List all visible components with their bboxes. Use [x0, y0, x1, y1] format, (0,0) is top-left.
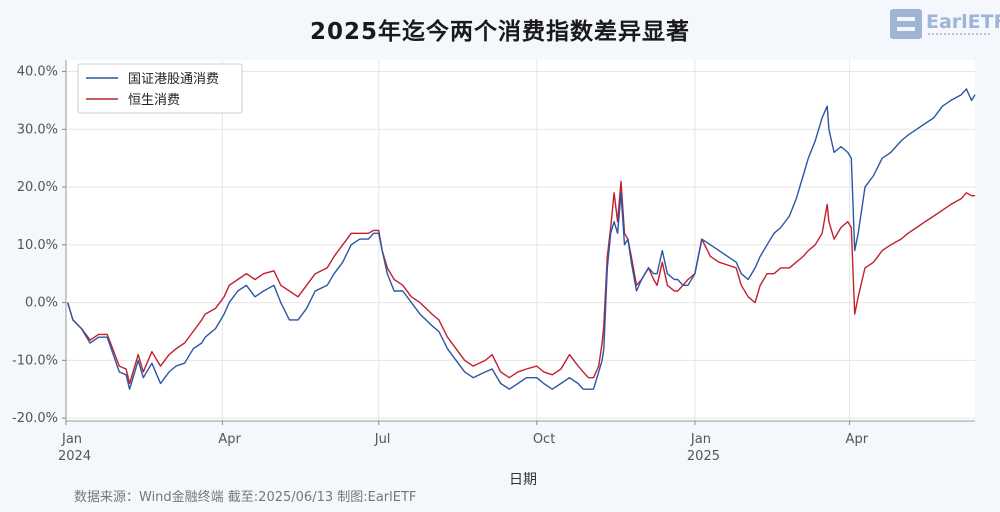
- series-lines: [67, 88, 976, 390]
- legend-label-0: 国证港股通消费: [128, 72, 219, 87]
- y-axis-ticks: -20.0% -10.0% 0.0% 10.0% 20.0% 30.0% 40.0%: [12, 65, 66, 426]
- grid-lines: [65, 60, 975, 422]
- y-tick-label: -20.0%: [12, 411, 58, 426]
- plot-area: [66, 60, 975, 421]
- x-tick-label: Jan: [690, 432, 711, 447]
- chart-title: 2025年迄今两个消费指数差异显著: [309, 19, 690, 45]
- x-axis-label: 日期: [509, 472, 537, 488]
- series-line-1: [67, 180, 975, 385]
- x-tick-label: Jan: [61, 432, 82, 447]
- y-tick-label: 30.0%: [17, 122, 58, 137]
- logo-subtitle-decoration: [928, 33, 990, 39]
- y-tick-label: 40.0%: [17, 65, 58, 80]
- x-tick-label: Apr: [218, 432, 241, 447]
- x-tick-label: Apr: [846, 432, 869, 447]
- x-tick-year-label: 2024: [58, 449, 91, 464]
- legend: 国证港股通消费 恒生消费: [77, 63, 243, 114]
- series-line-0: [67, 88, 976, 390]
- legend-box: [77, 63, 243, 114]
- logo-text: EarlETF: [926, 11, 1000, 33]
- x-tick-label: Oct: [533, 432, 555, 447]
- legend-label-1: 恒生消费: [128, 93, 180, 108]
- y-tick-label: 0.0%: [25, 296, 58, 311]
- y-tick-label: -10.0%: [12, 353, 58, 368]
- x-tick-label: Jul: [374, 432, 391, 447]
- source-note: 数据来源：Wind金融终端 截至:2025/06/13 制图:EarlETF: [74, 490, 417, 505]
- x-axis-ticks: Jan 2024 Apr Jul Oct Jan 2025 Apr: [58, 421, 869, 464]
- brand-logo: EarlETF: [890, 9, 1000, 43]
- logo-mark-icon: [890, 9, 922, 39]
- x-tick-year-label: 2025: [687, 449, 720, 464]
- y-tick-label: 10.0%: [17, 238, 58, 253]
- y-tick-label: 20.0%: [17, 180, 58, 195]
